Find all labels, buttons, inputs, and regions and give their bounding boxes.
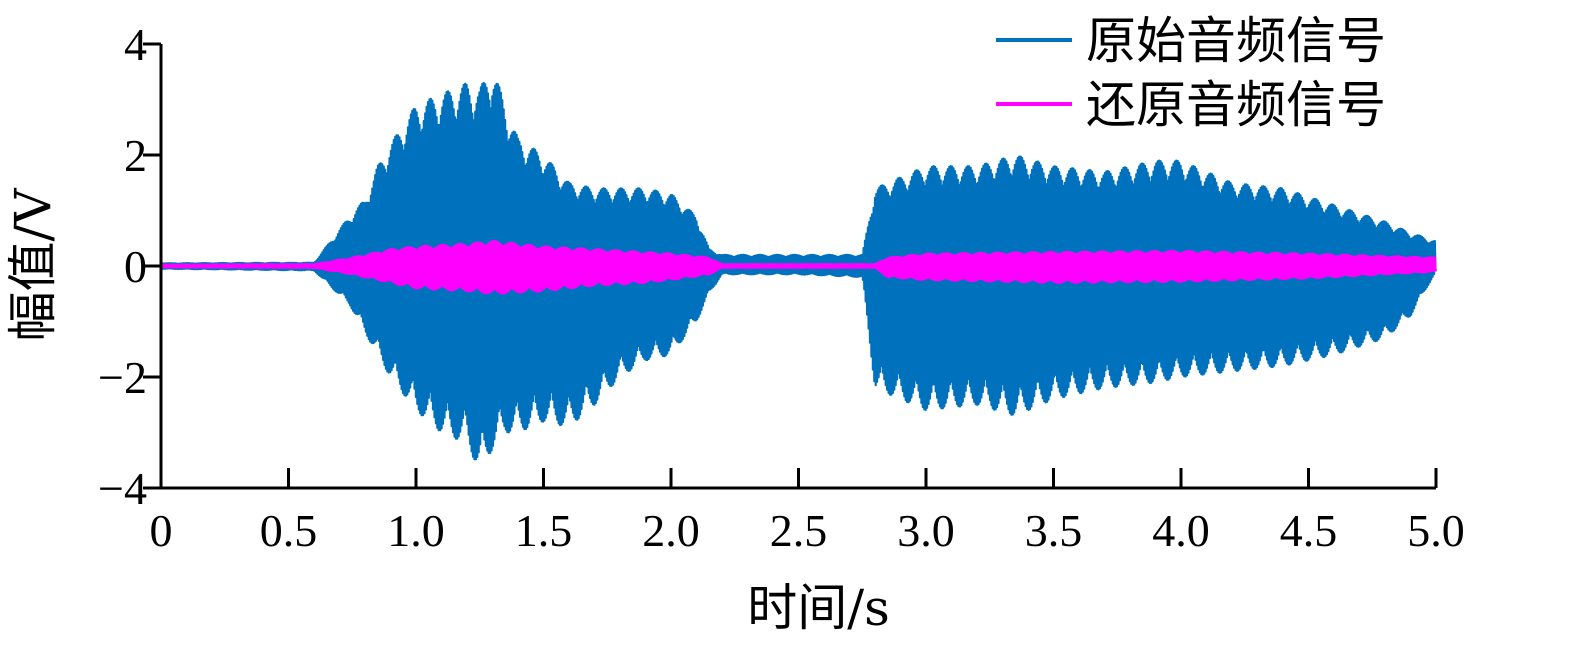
x-tick-label-10: 5.0 xyxy=(1407,505,1465,556)
x-tick-label-7: 3.5 xyxy=(1025,505,1083,556)
x-tick-label-3: 1.5 xyxy=(515,505,573,556)
legend-label-1: 还原音频信号 xyxy=(1086,76,1386,134)
x-tick-label-9: 4.5 xyxy=(1280,505,1338,556)
x-axis-title: 时间/s xyxy=(747,579,890,637)
y-tick-label-1: −2 xyxy=(98,352,147,403)
series-line-1 xyxy=(159,239,1437,295)
x-tick-label-6: 3.0 xyxy=(897,505,955,556)
x-tick-label-4: 2.0 xyxy=(642,505,700,556)
x-tick-label-0: 0 xyxy=(150,505,173,556)
y-axis-title: 幅值/V xyxy=(4,188,62,342)
x-tick-label-5: 2.5 xyxy=(770,505,828,556)
y-tick-label-2: 0 xyxy=(124,241,147,292)
x-tick-label-1: 0.5 xyxy=(260,505,318,556)
y-tick-label-3: 2 xyxy=(124,130,147,181)
x-tick-label-2: 1.0 xyxy=(387,505,445,556)
y-tick-label-0: −4 xyxy=(98,463,147,514)
y-tick-label-4: 4 xyxy=(124,19,147,70)
legend-label-0: 原始音频信号 xyxy=(1086,12,1386,70)
x-tick-label-8: 4.0 xyxy=(1152,505,1210,556)
